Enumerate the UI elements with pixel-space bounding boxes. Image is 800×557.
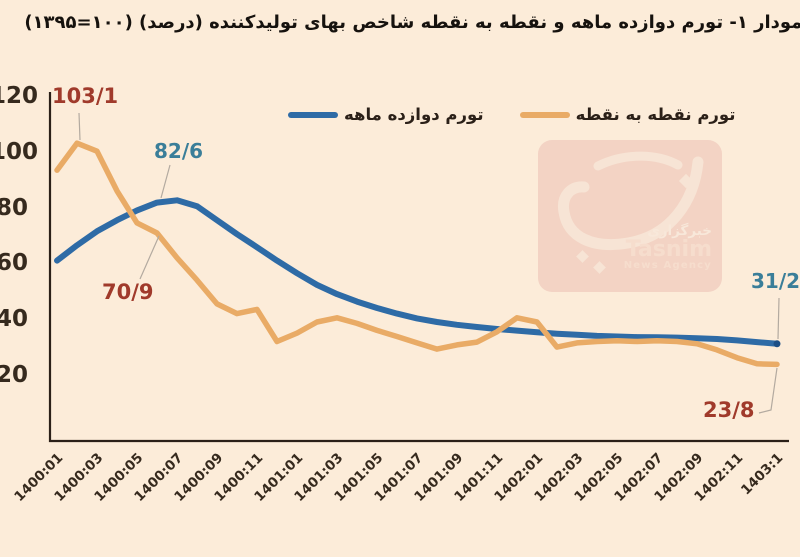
annotation-label-23/8: 23/8 bbox=[703, 398, 755, 422]
watermark-line-en1: Tasnim bbox=[625, 237, 712, 263]
point-to-point-line-swatch bbox=[519, 111, 570, 118]
twelve-month-line-swatch bbox=[288, 111, 338, 118]
point-to-point-legend-label: تورم نقطه به نقطه bbox=[575, 105, 736, 124]
y-tick-label-40: 40 bbox=[0, 306, 28, 332]
annotation-label-82/6: 82/6 bbox=[154, 139, 204, 163]
series-line-twelve_month bbox=[54, 197, 780, 347]
y-tick-label-20: 20 bbox=[0, 362, 28, 388]
annotation-leader-2 bbox=[139, 235, 160, 280]
annotation-leader-3 bbox=[777, 297, 780, 340]
annotation-leader-0 bbox=[78, 112, 81, 141]
axes bbox=[48, 92, 789, 443]
y-tick-label-100: 100 bbox=[0, 139, 39, 165]
chart-title: نمودار ۱- تورم دوازده ماهه و نقطه به نقط… bbox=[24, 12, 800, 33]
legend-item-point-to-point: تورم نقطه به نقطه bbox=[519, 105, 736, 124]
tasnim-calligraphy-icon bbox=[557, 151, 704, 274]
twelve-month-legend-label: تورم دوازده ماهه bbox=[344, 105, 484, 124]
annotation-label-31/2: 31/2 bbox=[751, 269, 800, 293]
tasnim-watermark: خبرگزاری Tasnim News Agency bbox=[538, 140, 722, 292]
y-tick-label-60: 60 bbox=[0, 250, 28, 276]
annotation-leader-4 bbox=[758, 367, 778, 414]
annotation-leader-1 bbox=[160, 164, 171, 199]
series-end-dot-twelve_month bbox=[773, 340, 781, 348]
watermark-line-en2: News Agency bbox=[623, 260, 712, 272]
y-tick-label-120: 120 bbox=[0, 83, 39, 109]
watermark-line-fa: خبرگزاری bbox=[647, 223, 712, 239]
y-tick-label-80: 80 bbox=[0, 195, 28, 221]
series-line-point_to_point bbox=[54, 140, 780, 368]
annotation-label-70/9: 70/9 bbox=[102, 280, 154, 304]
watermark-text: خبرگزاری Tasnim News Agency bbox=[624, 224, 712, 272]
legend-item-twelve-month: تورم دوازده ماهه bbox=[288, 105, 484, 124]
legend: تورم دوازده ماهه تورم نقطه به نقطه bbox=[288, 105, 735, 124]
annotation-label-103/1: 103/1 bbox=[52, 84, 119, 108]
